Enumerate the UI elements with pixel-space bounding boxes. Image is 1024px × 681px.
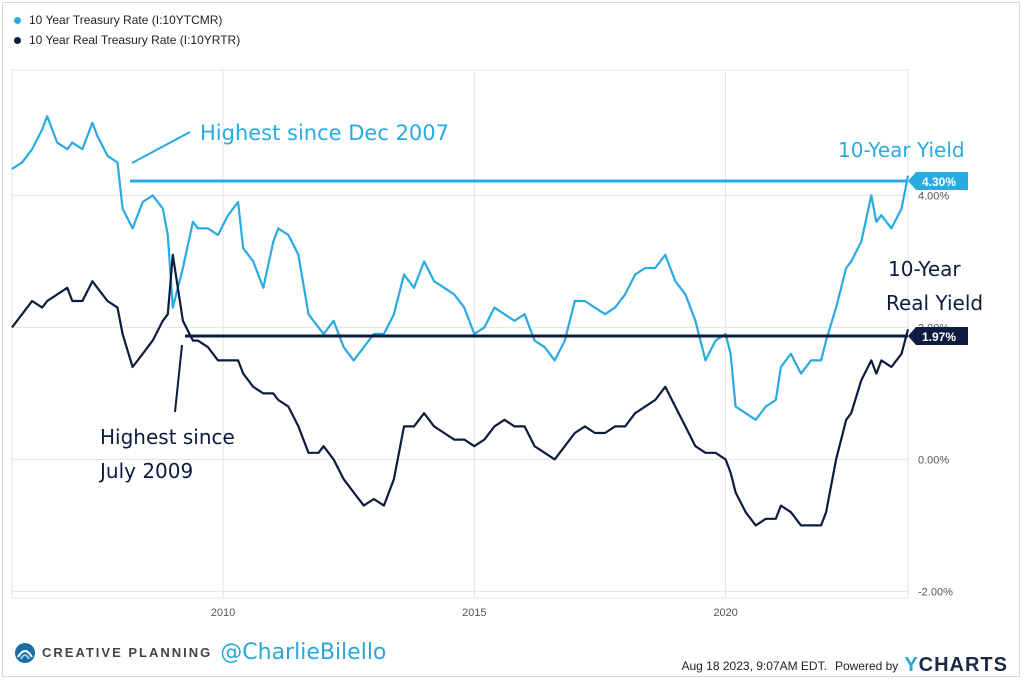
annotation-real-high-line1: Highest since (100, 425, 235, 449)
footer-brand: CREATIVE PLANNING @CharlieBilello (14, 640, 386, 665)
ycharts-logo-rest: CHARTS (918, 654, 1008, 676)
legend-item-nominal[interactable]: 10 Year Treasury Rate (I:10YTCMR) (14, 10, 240, 30)
badge-real: 1.97% (908, 327, 968, 345)
real-high-pointer (174, 344, 183, 413)
y-tick-label: 4.00% (918, 190, 949, 202)
creative-planning-logo-icon (15, 642, 35, 663)
brand-name: CREATIVE PLANNING (42, 645, 213, 660)
badge-nominal-text: 4.30% (922, 175, 956, 189)
y-tick-label: 0.00% (918, 454, 949, 466)
annotation-nominal-high: Highest since Dec 2007 (200, 121, 449, 145)
ycharts-logo-y: Y (904, 654, 919, 676)
annotation-real-label-line1: 10-Year (888, 257, 961, 281)
x-axis-ticks: 2010 2015 2020 (211, 607, 738, 619)
legend: 10 Year Treasury Rate (I:10YTCMR) 10 Yea… (14, 10, 240, 50)
annotation-overlays: Highest since Dec 2007 10-Year Yield 10-… (98, 121, 983, 483)
x-tick-label: 2010 (211, 607, 235, 619)
ycharts-logo[interactable]: YCHARTS (904, 654, 1008, 677)
series-line-real (11, 253, 910, 527)
legend-label-real: 10 Year Real Treasury Rate (I:10YRTR) (29, 33, 241, 47)
legend-dot-nominal (14, 16, 21, 24)
annotation-real-high-line2: July 2009 (98, 459, 193, 483)
legend-dot-real (14, 36, 21, 44)
x-tick-label: 2020 (713, 607, 737, 619)
annotation-nominal-label: 10-Year Yield (838, 138, 965, 162)
badge-real-text: 1.97% (922, 330, 956, 344)
timestamp: Aug 18 2023, 9:07AM EDT. (681, 658, 827, 673)
x-tick-label: 2015 (462, 607, 486, 619)
series-line-nominal (11, 115, 910, 421)
grid-lines (11, 69, 909, 599)
powered-by-label: Powered by (834, 658, 899, 673)
footer-credits: Aug 18 2023, 9:07AM EDT. Powered by YCHA… (682, 654, 1009, 677)
badge-real-shape (908, 327, 968, 345)
legend-label-nominal: 10 Year Treasury Rate (I:10YTCMR) (29, 13, 223, 27)
badge-nominal-shape (908, 172, 968, 190)
series-group (11, 115, 910, 527)
badge-nominal: 4.30% (908, 172, 968, 190)
annotation-real-label-line2: Real Yield (886, 291, 983, 315)
plot-area (11, 69, 909, 599)
twitter-handle[interactable]: @CharlieBilello (220, 640, 387, 665)
y-axis-ticks: 4.00%2.00%0.00%-2.00% (918, 190, 953, 598)
nominal-high-pointer (131, 131, 191, 164)
legend-item-real[interactable]: 10 Year Real Treasury Rate (I:10YRTR) (14, 30, 240, 50)
y-tick-label: -2.00% (918, 586, 953, 598)
